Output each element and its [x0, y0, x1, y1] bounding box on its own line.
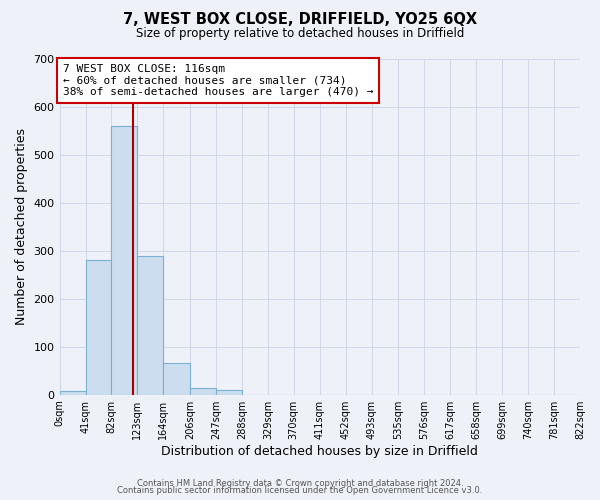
Bar: [112, 126, 137, 394]
Text: 7, WEST BOX CLOSE, DRIFFIELD, YO25 6QX: 7, WEST BOX CLOSE, DRIFFIELD, YO25 6QX: [123, 12, 477, 28]
Text: 7 WEST BOX CLOSE: 116sqm
← 60% of detached houses are smaller (734)
38% of semi-: 7 WEST BOX CLOSE: 116sqm ← 60% of detach…: [63, 64, 373, 97]
Bar: [216, 390, 242, 394]
Bar: [190, 388, 216, 394]
Text: Contains public sector information licensed under the Open Government Licence v3: Contains public sector information licen…: [118, 486, 482, 495]
Text: Contains HM Land Registry data © Crown copyright and database right 2024.: Contains HM Land Registry data © Crown c…: [137, 478, 463, 488]
Text: Size of property relative to detached houses in Driffield: Size of property relative to detached ho…: [136, 28, 464, 40]
X-axis label: Distribution of detached houses by size in Driffield: Distribution of detached houses by size …: [161, 444, 478, 458]
Bar: [137, 256, 163, 394]
Bar: [59, 392, 86, 394]
Y-axis label: Number of detached properties: Number of detached properties: [15, 128, 28, 326]
Bar: [86, 260, 112, 394]
Bar: [163, 362, 190, 394]
